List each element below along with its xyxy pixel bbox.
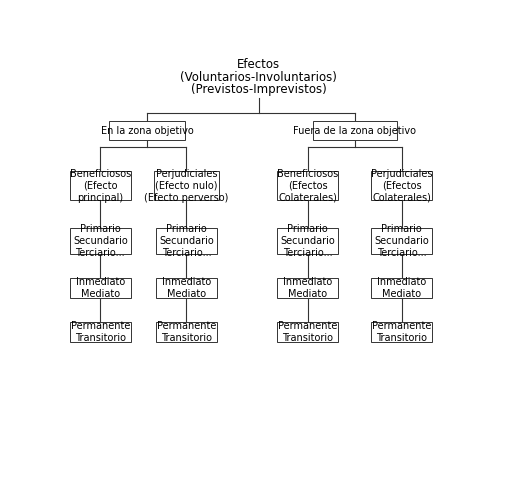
Text: Inmediato
Mediato: Inmediato Mediato [162, 277, 211, 299]
Text: Primario
Secundario
Terciario...: Primario Secundario Terciario... [374, 224, 429, 258]
Text: Permanente
Transitorio: Permanente Transitorio [157, 321, 216, 343]
Text: Primario
Secundario
Terciario...: Primario Secundario Terciario... [159, 224, 214, 258]
Text: Primario
Secundario
Terciario...: Primario Secundario Terciario... [73, 224, 128, 258]
Text: Beneficiosos
(Efectos
Colaterales): Beneficiosos (Efectos Colaterales) [277, 168, 338, 203]
Text: (Previstos-Imprevistos): (Previstos-Imprevistos) [191, 83, 327, 96]
FancyBboxPatch shape [70, 171, 131, 200]
FancyBboxPatch shape [371, 171, 432, 200]
FancyBboxPatch shape [277, 322, 338, 342]
Text: (Voluntarios-Involuntarios): (Voluntarios-Involuntarios) [180, 71, 337, 84]
Text: Permanente
Transitorio: Permanente Transitorio [372, 321, 431, 343]
Text: Permanente
Transitorio: Permanente Transitorio [278, 321, 337, 343]
FancyBboxPatch shape [371, 228, 432, 254]
Text: En la zona objetivo: En la zona objetivo [101, 125, 193, 135]
Text: Inmediato
Mediato: Inmediato Mediato [76, 277, 125, 299]
Text: Permanente
Transitorio: Permanente Transitorio [71, 321, 130, 343]
FancyBboxPatch shape [156, 322, 217, 342]
FancyBboxPatch shape [277, 228, 338, 254]
FancyBboxPatch shape [313, 122, 397, 140]
FancyBboxPatch shape [156, 228, 217, 254]
FancyBboxPatch shape [70, 228, 131, 254]
FancyBboxPatch shape [156, 278, 217, 298]
FancyBboxPatch shape [371, 278, 432, 298]
FancyBboxPatch shape [154, 171, 219, 200]
Text: Primario
Secundario
Terciario...: Primario Secundario Terciario... [280, 224, 335, 258]
Text: Perjudiciales
(Efecto nulo)
(Efecto perverso): Perjudiciales (Efecto nulo) (Efecto perv… [144, 168, 229, 203]
FancyBboxPatch shape [70, 322, 131, 342]
Text: Inmediato
Mediato: Inmediato Mediato [283, 277, 332, 299]
FancyBboxPatch shape [109, 122, 185, 140]
FancyBboxPatch shape [70, 278, 131, 298]
FancyBboxPatch shape [371, 322, 432, 342]
FancyBboxPatch shape [277, 278, 338, 298]
Text: Perjudiciales
(Efectos
Colaterales): Perjudiciales (Efectos Colaterales) [371, 168, 432, 203]
Text: Fuera de la zona objetivo: Fuera de la zona objetivo [293, 125, 416, 135]
FancyBboxPatch shape [277, 171, 338, 200]
Text: Beneficiosos
(Efecto
principal): Beneficiosos (Efecto principal) [70, 168, 131, 203]
Text: Inmediato
Mediato: Inmediato Mediato [377, 277, 426, 299]
Text: Efectos: Efectos [237, 58, 280, 71]
